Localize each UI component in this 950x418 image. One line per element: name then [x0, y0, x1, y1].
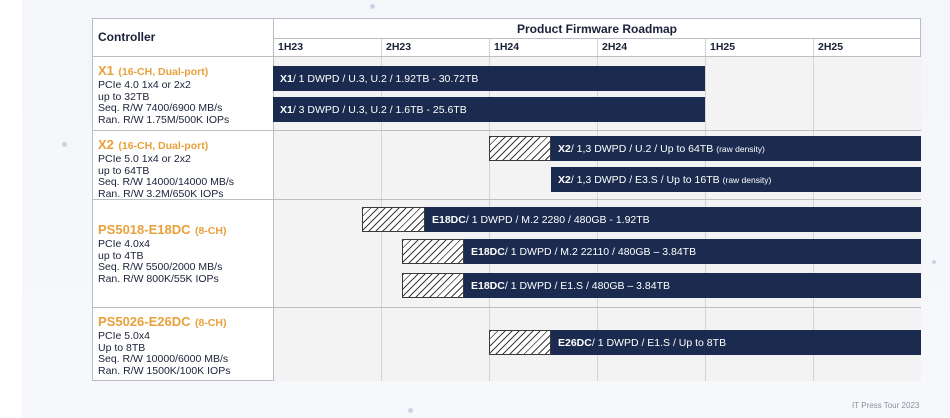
decorative-dot: [932, 260, 936, 264]
controller-name: X1: [98, 63, 114, 78]
period-2h25: 2H25: [818, 41, 844, 53]
controller-spec: Seq. R/W 7400/6900 MB/s: [98, 102, 223, 114]
controller-ps5018-e18dc: PS5018-E18DC (8-CH) PCIe 4.0x4 up to 4TB…: [92, 221, 273, 285]
controller-spec: up to 32TB: [98, 90, 150, 103]
controller-column-header: Controller: [98, 30, 156, 44]
roadmap-bar-x1-3dwpd: X1 / 3 DWPD / U.3, U.2 / 1.6TB - 25.6TB: [273, 97, 705, 122]
roadmap-bar-e18dc-e1s: E18DC / 1 DWPD / E1.S / 480GB – 3.84TB: [464, 273, 921, 298]
period-1h24: 1H24: [494, 41, 520, 53]
bar-description: / 3 DWPD / U.3, U.2 / 1.6TB - 25.6TB: [292, 103, 467, 116]
controller-x1: X1 (16-CH, Dual-port) PCIe 4.0 1x4 or 2x…: [92, 62, 273, 126]
controller-spec: Seq. R/W 10000/6000 MB/s: [98, 353, 229, 365]
bar-note: (raw density): [716, 143, 765, 154]
controller-spec: Ran. R/W 1.75M/500K IOPs: [98, 113, 230, 126]
roadmap-bar-e18dc-m2-22110: E18DC / 1 DWPD / M.2 22110 / 480GB – 3.8…: [464, 239, 921, 264]
controller-spec: PCIe 4.0x4: [98, 238, 150, 250]
period-1h23: 1H23: [278, 41, 304, 53]
controller-x2: X2 (16-CH, Dual-port) PCIe 5.0 1x4 or 2x…: [92, 136, 273, 200]
controller-spec: up to 4TB: [98, 249, 144, 262]
planned-hatch-e18dc-m2-2280: [362, 207, 425, 232]
bar-description: / 1 DWPD / U.3, U.2 / 1.92TB - 30.72TB: [292, 72, 479, 85]
controller-spec: PCIe 4.0 1x4 or 2x2: [98, 79, 191, 91]
row-divider: [92, 199, 921, 200]
controller-tag: (16-CH, Dual-port): [118, 66, 209, 78]
controller-name: PS5018-E18DC: [98, 222, 191, 237]
roadmap-bar-x2-u2: X2 / 1,3 DWPD / U.2 / Up to 64TB (raw den…: [551, 136, 921, 161]
roadmap-title: Product Firmware Roadmap: [516, 22, 678, 36]
controller-name: PS5026-E26DC: [98, 314, 191, 329]
period-2h23: 2H23: [386, 41, 412, 53]
bar-product-name: E18DC: [471, 279, 505, 292]
planned-hatch-x2-u2: [489, 136, 551, 161]
bar-product-name: X1: [280, 72, 293, 85]
roadmap-bar-x1-1dwpd: X1 / 1 DWPD / U.3, U.2 / 1.92TB - 30.72T…: [273, 66, 705, 91]
bar-description: / 1,3 DWPD / U.2 / Up to 64TB: [570, 142, 714, 155]
controller-spec: Seq. R/W 14000/14000 MB/s: [98, 176, 234, 188]
bar-product-name: X2: [558, 142, 571, 155]
controller-spec: PCIe 5.0 1x4 or 2x2: [98, 153, 191, 165]
controller-spec: Ran. R/W 800K/55K IOPs: [98, 272, 219, 285]
roadmap-bar-e26dc-e1s: E26DC / 1 DWPD / E1.S / Up to 8TB: [551, 330, 921, 355]
period-2h24: 2H24: [602, 41, 628, 53]
period-1h25: 1H25: [710, 41, 736, 53]
bar-description: / 1 DWPD / M.2 2280 / 480GB - 1.92TB: [465, 213, 650, 226]
bar-product-name: E18DC: [471, 245, 505, 258]
row-divider: [92, 56, 921, 57]
row-divider: [92, 130, 921, 131]
bar-product-name: E18DC: [432, 213, 466, 226]
row-divider: [92, 307, 921, 308]
controller-tag: (8-CH): [194, 317, 227, 329]
roadmap-bar-e18dc-m2-2280: E18DC / 1 DWPD / M.2 2280 / 480GB - 1.92…: [425, 207, 921, 232]
controller-spec: up to 64TB: [98, 164, 150, 177]
bar-product-name: X1: [280, 103, 293, 116]
header-divider: [273, 38, 921, 39]
controller-spec: PCIe 5.0x4: [98, 330, 150, 342]
controller-name: X2: [98, 137, 114, 152]
bar-description: / 1 DWPD / M.2 22110 / 480GB – 3.84TB: [504, 245, 697, 258]
roadmap-bar-x2-e3s: X2 / 1,3 DWPD / E3.S / Up to 16TB (raw de…: [551, 167, 921, 192]
controller-ps5026-e26dc: PS5026-E26DC (8-CH) PCIe 5.0x4 Up to 8TB…: [92, 313, 273, 377]
planned-hatch-e18dc-m2-22110: [402, 239, 464, 264]
bar-description: / 1 DWPD / E1.S / Up to 8TB: [591, 336, 727, 349]
bar-description: / 1,3 DWPD / E3.S / Up to 16TB: [570, 173, 720, 186]
bar-note: (raw density): [722, 174, 772, 185]
controller-spec: Ran. R/W 1500K/100K IOPs: [98, 364, 231, 377]
controller-tag: (16-CH, Dual-port): [118, 140, 209, 152]
controller-spec: Seq. R/W 5500/2000 MB/s: [98, 261, 223, 273]
event-credit: IT Press Tour 2023: [852, 401, 920, 410]
planned-hatch-e26dc-e1s: [489, 330, 551, 355]
decorative-dot: [408, 408, 413, 413]
planned-hatch-e18dc-e1s: [402, 273, 464, 298]
bar-product-name: X2: [558, 173, 571, 186]
controller-spec: Up to 8TB: [98, 341, 146, 354]
bar-description: / 1 DWPD / E1.S / 480GB – 3.84TB: [504, 279, 671, 292]
decorative-dot: [370, 4, 375, 9]
controller-tag: (8-CH): [194, 225, 227, 237]
bar-product-name: E26DC: [558, 336, 592, 349]
controller-spec: Ran. R/W 3.2M/650K IOPs: [98, 187, 224, 200]
decorative-dot: [62, 142, 67, 147]
